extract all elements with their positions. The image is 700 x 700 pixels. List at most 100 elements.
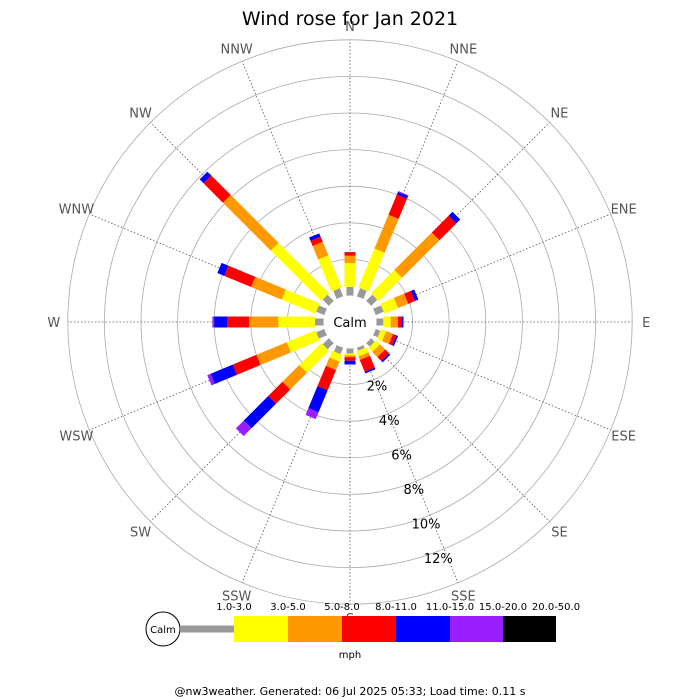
bar-segment-se-4 xyxy=(381,353,391,363)
bar-segment-se-3 xyxy=(377,349,390,362)
legend-swatch-6 xyxy=(503,616,556,642)
bar-segment-ese-3 xyxy=(388,333,397,346)
bar-segment-ne-4 xyxy=(448,211,461,224)
direction-label-ssw: SSW xyxy=(222,590,252,605)
bar-segment-wsw-3 xyxy=(232,354,261,375)
direction-label-wsw: WSW xyxy=(59,429,93,444)
bar-segment-sw-0 xyxy=(322,337,335,350)
legend-swatch-2 xyxy=(288,616,342,642)
bar-segment-sse-3 xyxy=(359,355,375,372)
bar-segment-nw-3 xyxy=(203,175,231,203)
bar-segment-ese-4 xyxy=(392,335,399,347)
bar-segment-nnw-1 xyxy=(318,255,342,292)
bar-segment-ssw-3 xyxy=(317,365,337,391)
bar-segment-ne-0 xyxy=(365,294,378,307)
chart-title: Wind rose for Jan 2021 xyxy=(242,8,458,30)
direction-label-se: SE xyxy=(551,525,567,540)
bar-segment-nnw-3 xyxy=(310,236,323,246)
bar-segment-sse-4 xyxy=(364,367,376,374)
bar-segment-wsw-2 xyxy=(256,342,291,366)
direction-label-nne: NNE xyxy=(450,42,478,57)
bar-segment-sw-2 xyxy=(282,364,308,390)
legend-swatch-3 xyxy=(342,616,396,642)
grid-spoke xyxy=(368,340,550,522)
bar-segment-wnw-2 xyxy=(251,276,286,300)
direction-label-sw: SW xyxy=(130,525,151,540)
bar-segment-ene-2 xyxy=(393,293,409,309)
radial-tick-labels: 2% 4% 6% 8% 10% 12% xyxy=(367,380,453,567)
bar-segment-wsw-4 xyxy=(210,364,237,384)
bar-segment-ne-3 xyxy=(431,215,457,241)
bar-segment-ne-2 xyxy=(394,232,440,278)
bar-segment-sse-2 xyxy=(358,352,370,360)
radial-tick-label: 8% xyxy=(403,483,424,498)
legend-bin-label: 15.0-20.0 xyxy=(479,602,527,613)
bar-segment-ssw-1 xyxy=(329,350,343,362)
legend-swatch-5 xyxy=(450,616,503,642)
bar-segment-sw-5 xyxy=(235,420,252,437)
bar-segment-nw-1 xyxy=(270,242,330,302)
direction-label-ese: ESE xyxy=(611,429,636,444)
footer-text: @nw3weather. Generated: 06 Jul 2025 05:3… xyxy=(175,685,526,698)
bar-segment-wsw-1 xyxy=(286,330,320,353)
calm-circle xyxy=(323,295,377,349)
bar-segment-nne-1 xyxy=(358,248,385,292)
grid-spoke xyxy=(373,331,611,431)
legend-unit-label: mph xyxy=(339,650,361,661)
calm-center: Calm xyxy=(323,295,377,349)
bar-segment-ene-1 xyxy=(380,297,399,314)
bar-segment-ene-4 xyxy=(410,289,419,302)
radial-tick-label: 12% xyxy=(424,552,453,567)
speed-legend: Calm 1.0-3.0 3.0-5.0 5.0-8.0 8.0-11.0 11.0-15… xyxy=(145,602,580,661)
bar-segment-ssw-2 xyxy=(325,357,340,371)
direction-label-nw: NW xyxy=(129,107,152,122)
bar-segment-wnw-1 xyxy=(281,289,320,314)
legend-swatch-1 xyxy=(234,616,288,642)
bar-segment-nw-2 xyxy=(222,194,279,251)
bar-segment-nw-4 xyxy=(199,171,212,184)
legend-bin-label: 3.0-5.0 xyxy=(270,602,305,613)
bar-segment-sse-0 xyxy=(356,344,365,351)
bar-segment-ese-2 xyxy=(382,331,394,345)
legend-swatch-0 xyxy=(180,625,234,633)
wind-bars xyxy=(199,171,461,437)
bar-segment-se-2 xyxy=(372,344,386,358)
bar-segment-wnw-3 xyxy=(224,265,256,288)
bar-segment-ssw-4 xyxy=(308,386,328,413)
radial-tick-label: 2% xyxy=(367,380,388,395)
radial-tick-label: 6% xyxy=(391,449,412,464)
bar-segment-nne-3 xyxy=(388,194,408,219)
bar-segment-wsw-5 xyxy=(207,373,215,386)
direction-label-sse: SSE xyxy=(451,590,476,605)
direction-label-n: N xyxy=(345,20,355,35)
legend-calm-label: Calm xyxy=(150,625,176,636)
bar-segment-sse-1 xyxy=(356,347,369,357)
radial-tick-label: 10% xyxy=(412,518,441,533)
bar-segment-nne-4 xyxy=(396,191,409,199)
bar-segment-wnw-0 xyxy=(316,305,328,316)
direction-label-nnw: NNW xyxy=(220,42,252,57)
bar-segment-nnw-2 xyxy=(312,241,329,260)
bar-segment-sw-4 xyxy=(243,396,276,429)
bar-segment-ne-1 xyxy=(370,269,403,302)
calm-label: Calm xyxy=(333,316,366,331)
grid-ring xyxy=(177,149,523,495)
bar-segment-sw-3 xyxy=(268,381,291,404)
legend-bin-label: 5.0-8.0 xyxy=(324,602,359,613)
direction-label-ne: NE xyxy=(550,107,568,122)
legend-swatch-4 xyxy=(396,616,450,642)
bar-segment-nnw-4 xyxy=(309,233,321,241)
legend-bin-label: 8.0-11.0 xyxy=(375,602,417,613)
legend-bin-label: 11.0-15.0 xyxy=(426,602,474,613)
grid-ring xyxy=(103,75,597,569)
bar-segment-ene-0 xyxy=(372,305,384,316)
bar-segment-nnw-0 xyxy=(333,288,344,300)
bar-segment-ese-0 xyxy=(372,328,381,338)
bar-segment-ene-3 xyxy=(404,290,416,304)
bar-segment-ese-1 xyxy=(376,328,387,342)
legend-bin-label: 20.0-50.0 xyxy=(532,602,580,613)
bar-segment-nw-0 xyxy=(322,294,335,307)
direction-label-w: W xyxy=(47,316,60,331)
bar-segment-sw-1 xyxy=(299,342,330,373)
